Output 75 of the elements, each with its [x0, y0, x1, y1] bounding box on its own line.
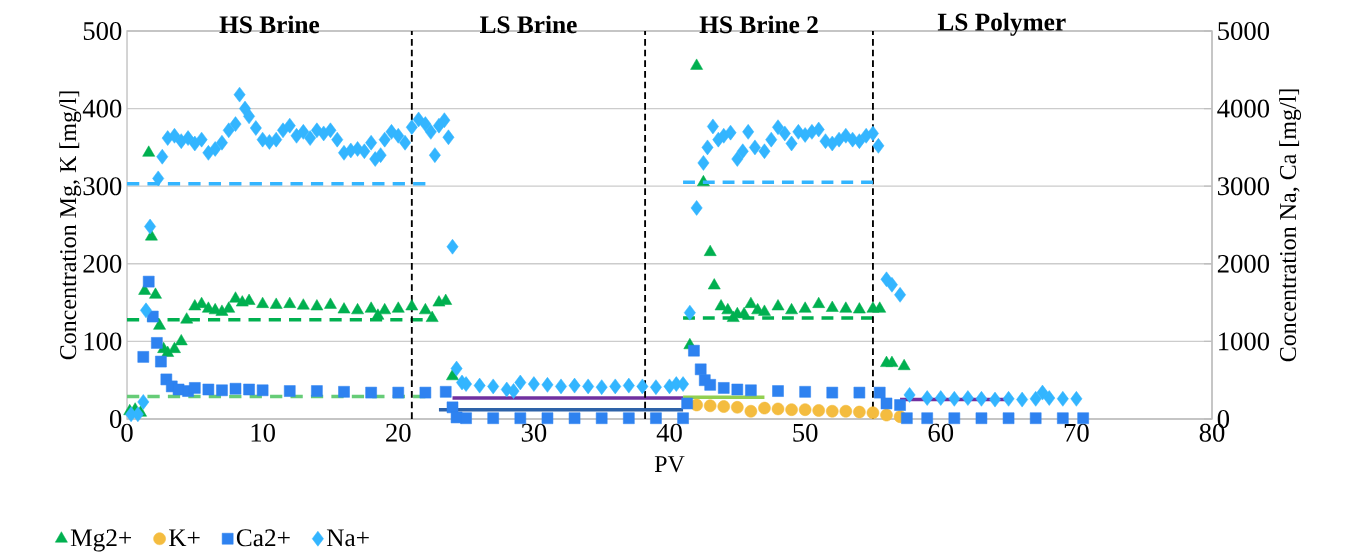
- point: [595, 412, 608, 424]
- point: [650, 412, 662, 424]
- point: [677, 412, 689, 424]
- point: [704, 379, 716, 391]
- annotation: HS Brine 2: [699, 15, 818, 34]
- point: [921, 412, 933, 424]
- point: [419, 386, 432, 399]
- point: [142, 275, 155, 288]
- x-tick-label: 20: [386, 423, 411, 442]
- point: [1077, 412, 1089, 424]
- y-tick-label: 300: [83, 177, 122, 196]
- point: [894, 399, 906, 411]
- point: [681, 397, 693, 410]
- point: [623, 412, 635, 424]
- y-tick-label: 500: [83, 22, 122, 40]
- point: [514, 412, 527, 424]
- point: [487, 412, 499, 424]
- point: [256, 384, 269, 397]
- point: [1002, 412, 1015, 424]
- x-tick-label: 30: [521, 423, 547, 442]
- point: [202, 383, 215, 396]
- point: [826, 386, 839, 399]
- x-tick-label: 40: [656, 423, 682, 442]
- point: [392, 386, 405, 399]
- point: [853, 386, 866, 399]
- point: [365, 386, 377, 399]
- legend-label: K+: [168, 529, 200, 547]
- point: [439, 386, 452, 398]
- x-tick-label: 50: [793, 423, 818, 442]
- y-tick-label: 100: [84, 332, 122, 351]
- point: [460, 412, 472, 424]
- point: [901, 412, 913, 424]
- point: [283, 385, 296, 397]
- point: [137, 351, 150, 363]
- legend-label: Mg2+: [70, 529, 132, 552]
- point: [229, 382, 242, 395]
- y2-axis-title: Concentration Na, Ca [mg/l]: [1279, 89, 1302, 362]
- point: [873, 386, 886, 399]
- legend-label: Ca2+: [236, 529, 290, 547]
- y2-tick-label: 5000: [1218, 22, 1270, 40]
- y2-tick-label: 3000: [1217, 177, 1270, 196]
- point: [189, 382, 201, 394]
- annotation: HS Brine: [219, 15, 320, 34]
- y2-tick-label: 1000: [1219, 332, 1270, 351]
- point: [243, 383, 255, 396]
- annotation: LS Brine: [479, 15, 577, 34]
- x-axis-title: PV: [654, 456, 685, 473]
- legend-label: Na+: [326, 529, 369, 547]
- point: [1057, 412, 1069, 424]
- point: [694, 363, 707, 376]
- y2-tick-label: 2000: [1217, 254, 1270, 273]
- point: [216, 384, 228, 397]
- point: [338, 386, 350, 398]
- point: [799, 386, 811, 398]
- y-tick-label: 400: [82, 99, 122, 118]
- x-tick-label: 60: [928, 423, 954, 442]
- y-axis-title: Concentration Mg, K [mg/l]: [59, 91, 82, 360]
- point: [155, 355, 167, 368]
- x-tick-label: 10: [251, 423, 275, 442]
- y2-tick-label: 4000: [1217, 99, 1270, 118]
- y-tick-label: 200: [83, 254, 122, 273]
- y-tick-label: 0: [109, 409, 122, 428]
- point: [717, 382, 730, 394]
- annotation: LS Polymer: [937, 12, 1066, 36]
- point: [772, 385, 784, 397]
- x-tick-label: 70: [1064, 423, 1089, 442]
- point: [731, 383, 744, 396]
- point: [1029, 412, 1042, 424]
- point: [311, 385, 323, 397]
- point: [568, 412, 581, 424]
- point: [948, 412, 961, 424]
- point: [745, 384, 757, 397]
- point: [975, 412, 988, 424]
- point: [541, 412, 554, 424]
- point: [880, 397, 893, 410]
